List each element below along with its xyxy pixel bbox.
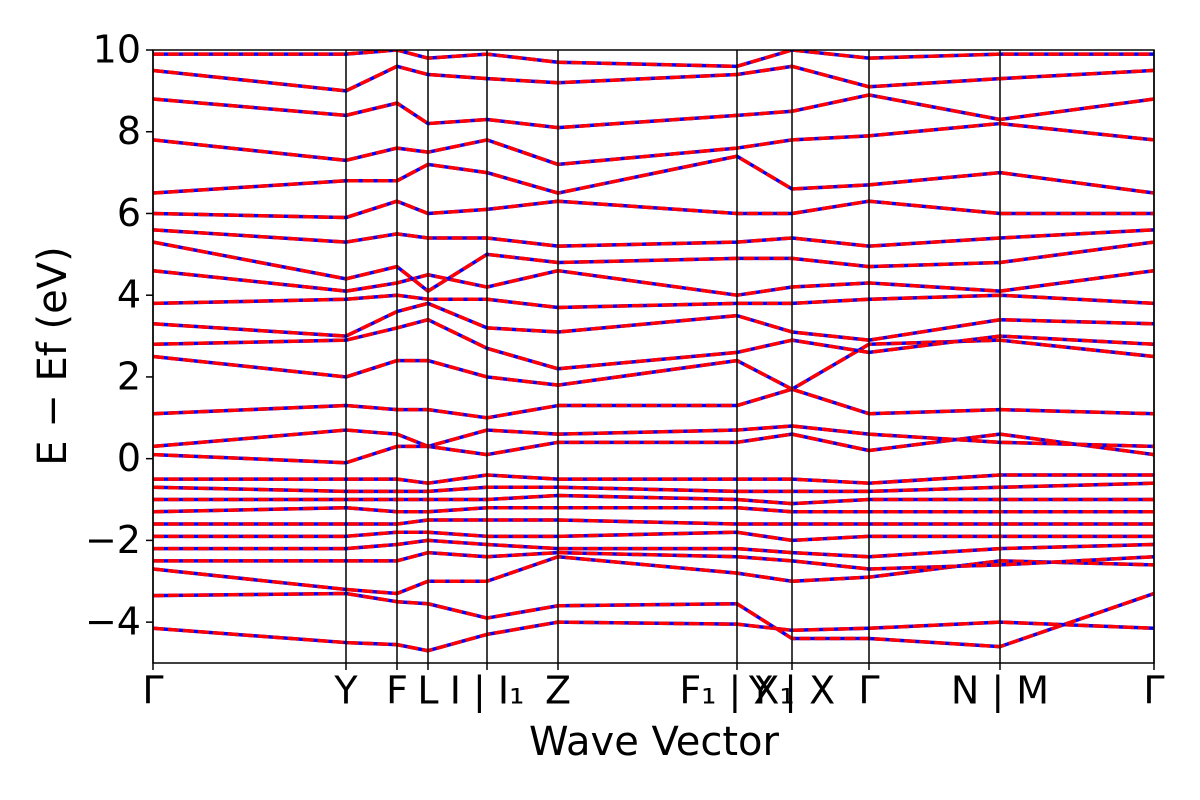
band-line-under bbox=[153, 387, 1154, 420]
x-tick-label: Γ bbox=[858, 669, 879, 713]
x-tick-label: Γ bbox=[142, 669, 163, 713]
band-line bbox=[153, 338, 1154, 391]
x-tick-label: Y bbox=[333, 669, 358, 713]
band-line-under bbox=[153, 338, 1154, 391]
x-tick-label: N | M bbox=[951, 669, 1049, 714]
x-tick-label: I | I₁ bbox=[450, 669, 525, 714]
y-tick-label: 0 bbox=[117, 436, 141, 480]
band-line bbox=[153, 432, 1154, 465]
y-axis-label: E − Ef (eV) bbox=[30, 246, 76, 465]
band-line-under bbox=[153, 121, 1154, 167]
y-tick-label: −4 bbox=[85, 600, 141, 644]
y-tick-label: 10 bbox=[93, 28, 141, 72]
band-line-under bbox=[153, 432, 1154, 465]
x-tick-label: Γ bbox=[1143, 669, 1164, 713]
y-tick-label: 2 bbox=[117, 354, 141, 398]
y-tick-label: 6 bbox=[117, 191, 141, 235]
band-line bbox=[153, 50, 1154, 69]
x-axis-label: Wave Vector bbox=[529, 719, 780, 765]
plot-area bbox=[153, 50, 1154, 653]
band-line bbox=[153, 387, 1154, 420]
y-tick-label: 8 bbox=[117, 109, 141, 153]
x-tick-label: F bbox=[386, 669, 408, 713]
x-tick-label: F₁ | X₁ bbox=[679, 669, 794, 714]
y-tick-label: −2 bbox=[85, 518, 141, 562]
x-tick-label: Y | X bbox=[748, 669, 835, 714]
plot-frame bbox=[152, 49, 1155, 664]
axes: −4 −2 0 2 4 6 8 10 Γ Y F L I | I₁ Z F₁ | X₁Y | X Γ N | M… bbox=[85, 28, 1165, 714]
x-tick-label: Z bbox=[545, 669, 571, 713]
y-tick-label: 4 bbox=[117, 273, 141, 317]
band-line bbox=[153, 317, 1154, 371]
band-line bbox=[153, 301, 1154, 342]
band-line bbox=[153, 121, 1154, 167]
x-tick-label: L bbox=[417, 669, 438, 713]
band-line bbox=[153, 154, 1154, 195]
